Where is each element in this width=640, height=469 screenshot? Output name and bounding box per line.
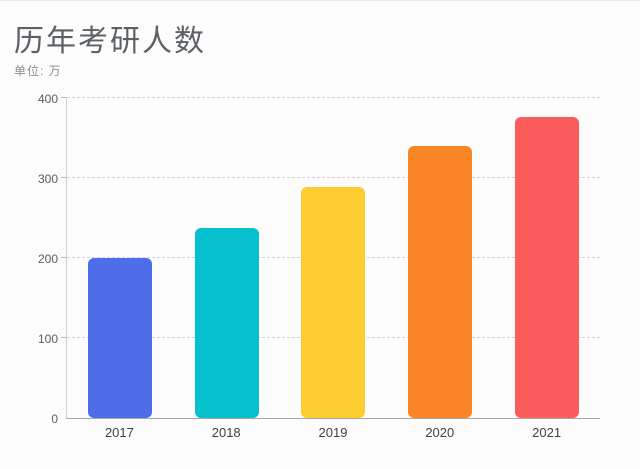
x-axis-label-2018: 2018 [211,425,241,440]
y-axis-label-200: 200 [37,252,58,266]
y-axis-label-400: 400 [37,92,58,106]
bar-slot-2017 [67,99,174,418]
plot-area [61,97,600,419]
x-axis-labels: 2017 2018 2019 2020 2021 [66,425,600,440]
bar-2020 [408,146,473,418]
y-axis-label-300: 300 [37,172,58,186]
y-tick-mark [61,257,67,258]
bar-slot-2019 [280,99,387,418]
x-axis-label-2020: 2020 [425,425,455,440]
unit-label: 单位: 万 [14,64,62,78]
bar-2019 [301,186,366,418]
bar-slot-2020 [387,99,494,418]
y-axis-labels: 0 100 200 300 400 [0,92,58,426]
y-tick-mark [61,337,67,338]
x-axis-label-2017: 2017 [104,425,134,440]
bar-slot-2018 [174,99,281,418]
bar-slot-2021 [493,99,600,418]
gridline-400 [61,97,600,98]
chart-title: 历年考研人数 [14,25,206,58]
bar-2021 [514,117,579,418]
y-tick-mark [61,177,67,178]
x-axis-label-2019: 2019 [318,425,348,440]
x-axis-label-2021: 2021 [532,425,562,440]
gridline-300 [61,177,600,178]
bar-2018 [194,228,259,418]
y-axis-label-0: 0 [51,412,58,426]
y-tick-mark [61,97,67,98]
y-axis-label-100: 100 [37,332,58,346]
bar-2017 [88,257,153,418]
bar-series [67,99,600,418]
